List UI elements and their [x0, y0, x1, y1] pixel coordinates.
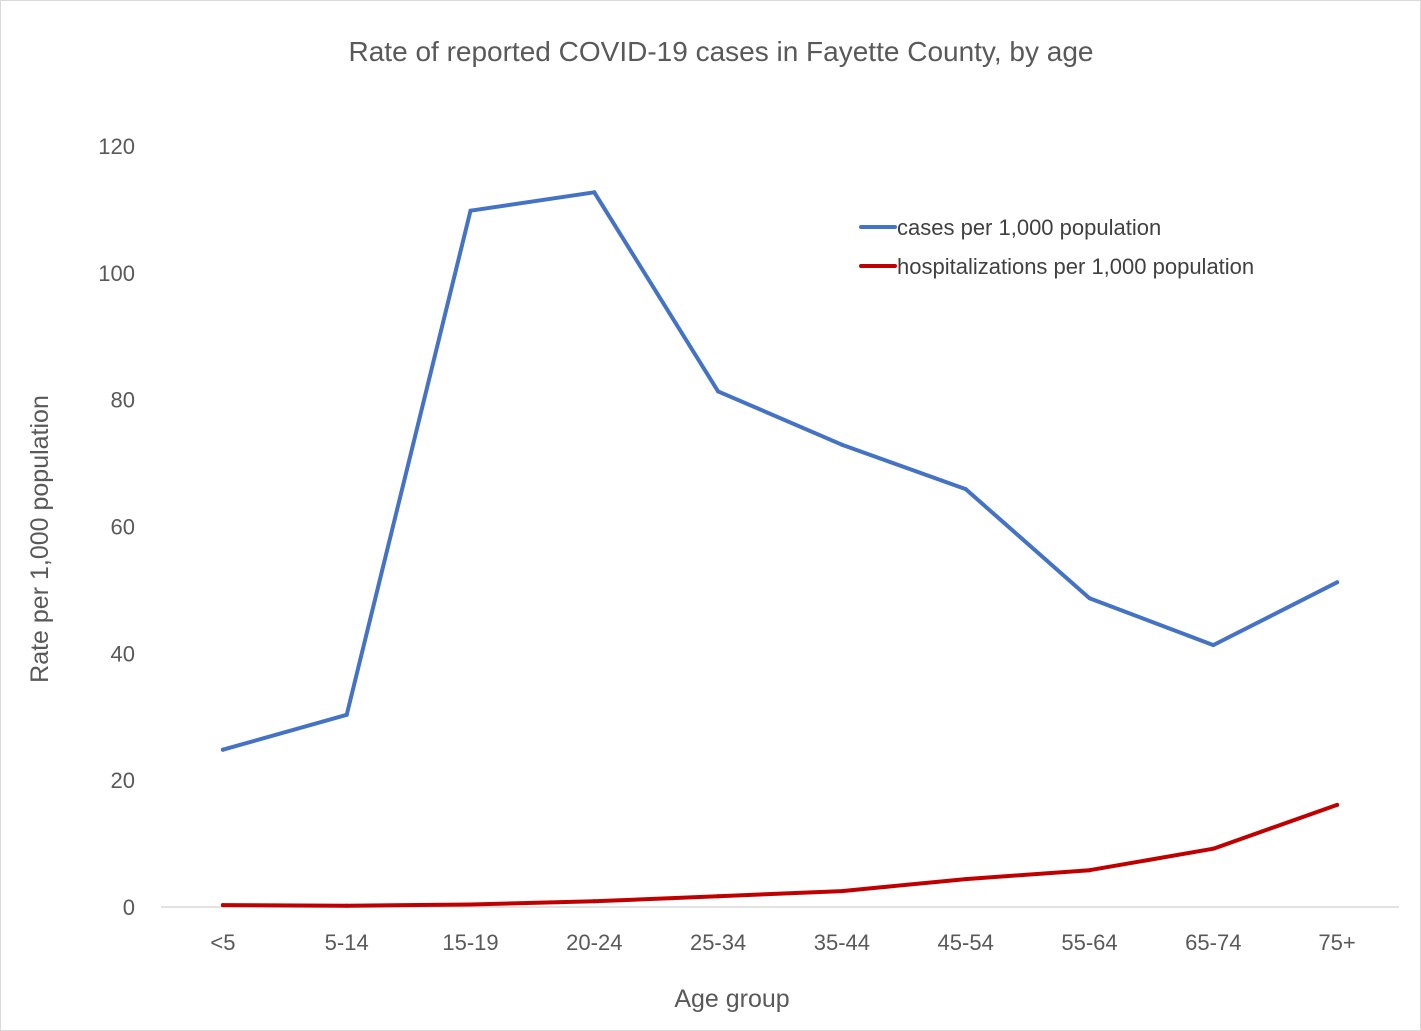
legend-label: cases per 1,000 population: [897, 215, 1161, 240]
data-point: [839, 889, 844, 894]
y-tick-label: 80: [111, 388, 135, 413]
data-point: [839, 442, 844, 447]
data-point: [1335, 802, 1340, 807]
data-point: [468, 902, 473, 907]
y-tick-label: 0: [123, 895, 135, 920]
data-point: [220, 747, 225, 752]
x-tick-label: 15-19: [442, 930, 498, 955]
x-tick-label: <5: [210, 930, 235, 955]
legend: cases per 1,000 population hospitalizatio…: [859, 215, 1254, 279]
data-point: [1335, 580, 1340, 585]
x-tick-label: 20-24: [566, 930, 622, 955]
y-axis-tick-labels: 0 20 40 60 80 100 120: [98, 134, 135, 920]
legend-label: hospitalizations per 1,000 population: [897, 254, 1254, 279]
data-point: [963, 877, 968, 882]
y-tick-label: 20: [111, 768, 135, 793]
x-tick-label: 75+: [1318, 930, 1355, 955]
data-point: [592, 190, 597, 195]
x-axis-tick-labels: <5 5-14 15-19 20-24 25-34 35-44 45-54 55-64 65-7…: [210, 930, 1355, 955]
data-point: [344, 903, 349, 908]
series-line-cases: [220, 190, 1340, 752]
data-point: [220, 903, 225, 908]
data-point: [592, 899, 597, 904]
x-tick-label: 35-44: [814, 930, 870, 955]
y-tick-label: 40: [111, 641, 135, 666]
data-point: [1087, 596, 1092, 601]
x-tick-label: 5-14: [325, 930, 369, 955]
y-tick-label: 100: [98, 261, 135, 286]
y-tick-label: 120: [98, 134, 135, 159]
data-point: [1211, 846, 1216, 851]
data-point: [716, 894, 721, 899]
series-lines: [220, 190, 1340, 908]
data-point: [963, 487, 968, 492]
data-point: [716, 389, 721, 394]
y-axis-title: Rate per 1,000 population: [26, 395, 54, 683]
data-point: [468, 208, 473, 213]
x-tick-label: 65-74: [1185, 930, 1241, 955]
data-point: [1211, 643, 1216, 648]
x-tick-label: 55-64: [1061, 930, 1117, 955]
y-tick-label: 60: [111, 515, 135, 540]
x-tick-label: 25-34: [690, 930, 746, 955]
x-tick-label: 45-54: [938, 930, 994, 955]
series-line-hospitalizations: [220, 802, 1340, 908]
data-point: [1087, 868, 1092, 873]
x-axis-title: Age group: [674, 985, 789, 1013]
data-point: [344, 712, 349, 717]
chart-title: Rate of reported COVID-19 cases in Fayet…: [349, 36, 1094, 67]
